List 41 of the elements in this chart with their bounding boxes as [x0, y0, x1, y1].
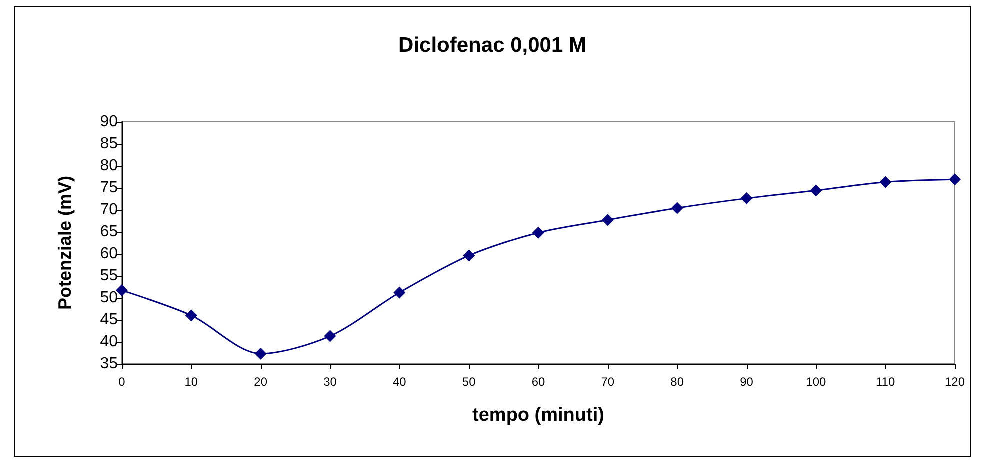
y-tick-label: 75 [100, 180, 118, 196]
point [463, 250, 476, 262]
point [602, 214, 614, 226]
y-axis-title: Potenziale (mV) [55, 176, 75, 310]
x-axis-title: tempo (minuti) [472, 405, 604, 426]
x-tick-label: 120 [944, 375, 966, 389]
x-tick-label: 70 [601, 375, 615, 389]
x-tick-label: 110 [876, 375, 896, 389]
x-tick-label: 80 [670, 375, 684, 389]
y-tick-label: 90 [100, 114, 118, 130]
x-tick-label: 30 [324, 375, 338, 389]
point [185, 310, 198, 322]
point [740, 192, 753, 205]
point [880, 176, 892, 188]
point [394, 286, 406, 299]
x-tick-label: 60 [532, 375, 546, 389]
x-tick-label: 20 [254, 375, 268, 389]
y-tick-label: 55 [100, 268, 118, 284]
x-tick-label: 50 [462, 375, 476, 389]
point [949, 174, 961, 186]
x-tick-label: 90 [740, 375, 754, 389]
y-tick-label: 70 [100, 202, 118, 218]
y-tick-label: 40 [100, 334, 118, 350]
x-tick-label: 40 [392, 375, 407, 389]
point [532, 226, 544, 239]
x-tick-label: 100 [806, 375, 826, 389]
y-tick-label: 45 [100, 312, 118, 328]
chart-title: Diclofenac 0,001 M [398, 34, 586, 57]
x-tick-label: 0 [118, 375, 126, 389]
y-tick-label: 60 [100, 246, 118, 262]
y-tick-label: 65 [100, 224, 118, 240]
point [671, 202, 684, 214]
y-tick-label: 35 [100, 356, 118, 372]
point [324, 330, 336, 342]
point [254, 348, 267, 360]
y-tick-label: 85 [100, 136, 118, 152]
point [116, 284, 128, 297]
y-tick-label: 80 [100, 158, 118, 174]
point [810, 184, 822, 197]
x-tick-label: 10 [184, 375, 198, 389]
y-tick-label: 50 [100, 290, 118, 306]
